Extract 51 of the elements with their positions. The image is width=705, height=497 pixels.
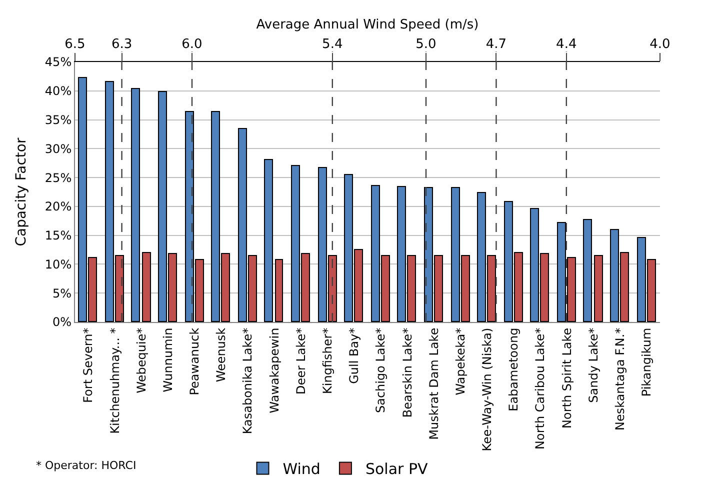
x-tick-label: Pikangikum	[640, 328, 654, 397]
x2-tick-label: 4.7	[486, 36, 507, 52]
x2-tick-label: 5.0	[416, 36, 436, 52]
x2-axis-title: Average Annual Wind Speed (m/s)	[256, 18, 479, 33]
bar	[142, 252, 151, 322]
x-tick-label: Muskrat Dam Lake	[426, 328, 441, 440]
y-axis-title: Capacity Factor	[14, 138, 30, 246]
legend-label: Wind	[282, 460, 320, 478]
x2-tick-label: 6.0	[182, 36, 202, 52]
x-tick-label: North Caribou Lake*	[533, 328, 548, 450]
bar	[264, 159, 273, 322]
y-tick-label: 15%	[44, 228, 72, 243]
x-tick-label: North Spirit Lake	[560, 328, 574, 428]
x-tick-label: Kee-Way-Win (Niska)	[480, 328, 494, 452]
x-tick-label: Kingfisher*	[320, 328, 335, 394]
x2-tick-label: 6.3	[111, 36, 132, 52]
legend-label: Solar PV	[365, 460, 428, 478]
x-tick-label: Peawanuck	[188, 328, 202, 396]
x-tick-label: Webequie*	[134, 328, 148, 394]
y-tick-label: 10%	[44, 257, 72, 272]
x-tick-label: Wapekeka*	[453, 328, 468, 396]
x2-tick-label: 4.4	[556, 36, 577, 52]
y-tick-label: 0%	[52, 315, 72, 330]
x-tick-label: Kitchenuhmay... *	[108, 328, 122, 434]
x-tick-label: Wunnumin	[160, 328, 175, 392]
x2-tick-label: 6.5	[64, 36, 86, 52]
x-tick-label: Eabametoong	[506, 328, 521, 412]
bar	[275, 259, 283, 322]
x-tick-label: Sandy Lake*	[586, 328, 600, 403]
x-tick-label: Kasabonika Lake*	[240, 328, 255, 434]
x2-tick-label: 5.4	[322, 36, 343, 52]
bar	[583, 219, 592, 322]
y-tick-label: 40%	[44, 84, 72, 98]
x-tick-label: Bearskin Lake*	[400, 328, 414, 418]
y-tick-label: 5%	[52, 286, 72, 300]
x-tick-label: Weenusk	[214, 328, 228, 382]
x-tick-label: Wawakapewin	[267, 328, 282, 414]
text: * Operator: HORCI	[36, 459, 136, 472]
bar	[594, 255, 603, 322]
bar	[131, 88, 140, 322]
x-tick-label: Sachigo Lake*	[374, 328, 388, 414]
x-tick-label: Deer Lake*	[294, 328, 308, 395]
x-tick-label: Fort Severn*	[81, 328, 96, 403]
x2-tick-label: 4.0	[650, 36, 670, 52]
y-tick-label: 35%	[44, 112, 72, 127]
y-tick-label: 30%	[44, 142, 72, 156]
x-tick-label: Neskantaga F.N.*	[613, 328, 628, 431]
y-tick-label: 25%	[44, 170, 72, 185]
y-tick-label: 45%	[44, 55, 72, 70]
y-tick-label: 20%	[44, 200, 72, 214]
x-tick-label: Gull Bay*	[347, 328, 362, 384]
